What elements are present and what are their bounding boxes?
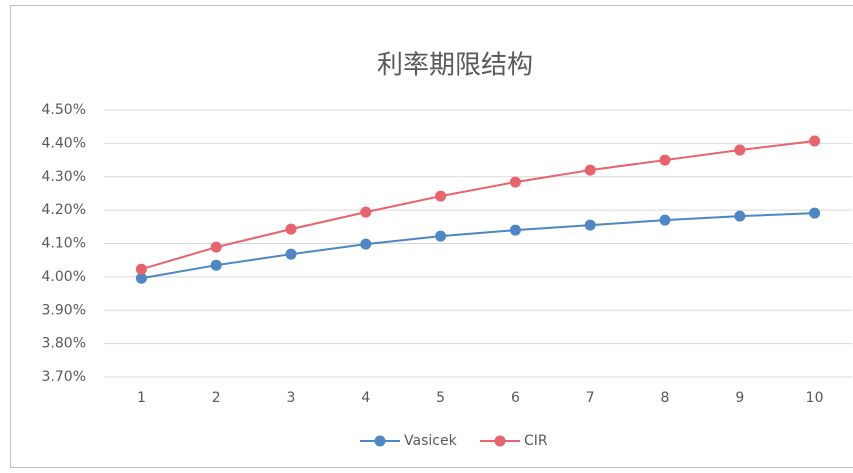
- point: [584, 164, 596, 176]
- y-tick-label: 4.10%: [42, 236, 86, 252]
- point: [360, 238, 372, 250]
- point: [509, 176, 521, 188]
- point: [584, 219, 596, 231]
- y-tick-label: 4.40%: [42, 135, 86, 151]
- legend-label: CIR: [524, 433, 548, 449]
- point: [435, 230, 447, 242]
- x-tick-label: 5: [436, 390, 445, 406]
- point: [210, 241, 222, 253]
- series-line: [141, 140, 815, 271]
- legend-label: Vasicek: [404, 433, 458, 449]
- point: [135, 272, 147, 284]
- point: [734, 210, 746, 222]
- point: [435, 190, 447, 202]
- y-tick-label: 3.80%: [42, 336, 86, 352]
- chart-title: 利率期限结构: [377, 51, 533, 81]
- point: [659, 214, 671, 226]
- point: [135, 263, 147, 275]
- point: [659, 154, 671, 166]
- point: [285, 223, 297, 235]
- y-tick-label: 4.50%: [42, 102, 86, 118]
- point: [809, 135, 821, 147]
- y-tick-label: 3.70%: [42, 369, 86, 385]
- x-tick-label: 10: [806, 390, 824, 406]
- point: [360, 206, 372, 218]
- x-tick-label: 3: [287, 390, 296, 406]
- point: [285, 248, 297, 260]
- series-line: [141, 212, 815, 280]
- y-tick-label: 4.30%: [42, 169, 86, 185]
- x-tick-label: 8: [661, 390, 670, 406]
- point: [210, 259, 222, 271]
- x-tick-label: 6: [511, 390, 520, 406]
- y-tick-label: 4.00%: [42, 269, 86, 285]
- point: [809, 207, 821, 219]
- legend-marker: [494, 435, 506, 447]
- y-tick-label: 3.90%: [42, 302, 86, 318]
- x-tick-label: 2: [212, 390, 221, 406]
- point: [509, 224, 521, 236]
- y-tick-label: 4.20%: [42, 202, 86, 218]
- x-tick-label: 7: [586, 390, 595, 406]
- point: [734, 144, 746, 156]
- x-tick-label: 4: [361, 390, 370, 406]
- legend-marker: [374, 435, 386, 447]
- x-tick-label: 1: [137, 390, 146, 406]
- x-tick-label: 9: [735, 390, 744, 406]
